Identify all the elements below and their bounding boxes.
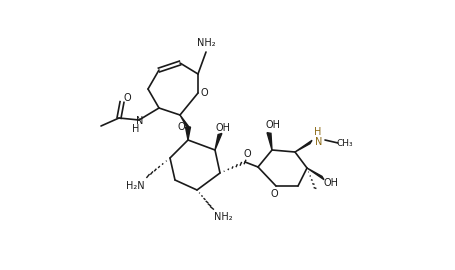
Text: H: H xyxy=(314,127,322,137)
Polygon shape xyxy=(295,140,312,152)
Text: OH: OH xyxy=(324,178,339,188)
Text: O: O xyxy=(270,189,278,199)
Text: NH₂: NH₂ xyxy=(197,38,215,48)
Text: N: N xyxy=(315,137,323,147)
Text: CH₃: CH₃ xyxy=(337,139,354,147)
Text: H: H xyxy=(132,124,140,134)
Polygon shape xyxy=(267,133,272,150)
Text: NH₂: NH₂ xyxy=(214,212,233,222)
Text: O: O xyxy=(177,122,185,132)
Text: O: O xyxy=(123,93,131,103)
Polygon shape xyxy=(186,127,191,140)
Text: H₂N: H₂N xyxy=(126,181,144,191)
Text: N: N xyxy=(136,116,144,126)
Polygon shape xyxy=(180,115,190,129)
Text: OH: OH xyxy=(216,123,231,133)
Text: O: O xyxy=(243,149,251,159)
Polygon shape xyxy=(307,168,324,180)
Text: O: O xyxy=(200,88,208,98)
Text: OH: OH xyxy=(266,120,280,130)
Polygon shape xyxy=(215,133,222,150)
